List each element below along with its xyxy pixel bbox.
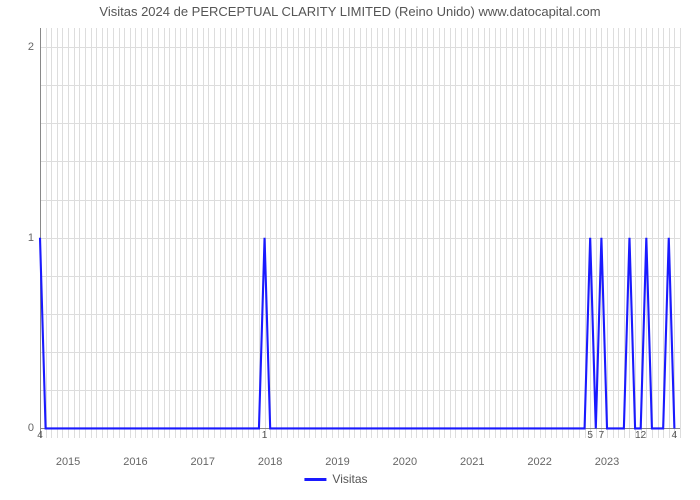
plot-area: 0122015201620172018201920202021202220234… xyxy=(40,28,680,438)
x-tick-label: 2022 xyxy=(527,456,551,468)
x-tick-label: 2020 xyxy=(393,456,417,468)
y-tick-label: 0 xyxy=(28,422,34,434)
series-line xyxy=(40,28,680,438)
gridline-vertical xyxy=(680,28,681,438)
chart-title: Visitas 2024 de PERCEPTUAL CLARITY LIMIT… xyxy=(0,4,700,19)
legend-label: Visitas xyxy=(332,472,367,486)
x-tick-label: 2015 xyxy=(56,456,80,468)
legend: Visitas xyxy=(304,472,367,486)
y-tick-label: 2 xyxy=(28,41,34,53)
x-tick-label: 2018 xyxy=(258,456,282,468)
x-tick-label: 2023 xyxy=(595,456,619,468)
y-tick-label: 1 xyxy=(28,232,34,244)
legend-swatch xyxy=(304,478,326,481)
x-tick-label: 2016 xyxy=(123,456,147,468)
chart-container: Visitas 2024 de PERCEPTUAL CLARITY LIMIT… xyxy=(0,0,700,500)
x-tick-label: 2017 xyxy=(191,456,215,468)
x-tick-label: 2019 xyxy=(325,456,349,468)
x-tick-label: 2021 xyxy=(460,456,484,468)
